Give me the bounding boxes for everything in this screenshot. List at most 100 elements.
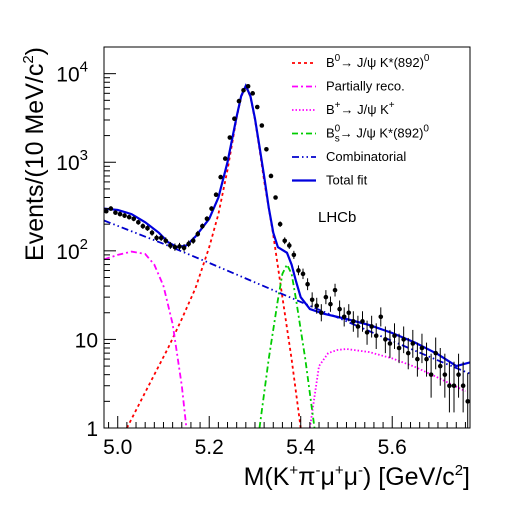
data-marker: [232, 116, 237, 122]
data-marker: [104, 208, 109, 214]
data-marker: [424, 356, 429, 362]
data-point: [117, 211, 123, 217]
data-point: [177, 242, 182, 251]
data-point: [190, 237, 196, 244]
data-marker: [291, 252, 297, 258]
data-point: [314, 297, 320, 314]
data-point: [277, 221, 283, 227]
data-marker: [277, 221, 283, 227]
data-point: [296, 265, 301, 276]
data-point: [181, 244, 187, 252]
data-marker: [286, 243, 292, 248]
data-marker: [172, 244, 178, 250]
data-point: [437, 348, 443, 386]
data-point: [154, 234, 159, 242]
data-marker: [437, 363, 443, 369]
data-point: [186, 240, 191, 248]
data-point: [209, 206, 214, 211]
partially-reco-curve: [104, 250, 188, 428]
legend-label: Total fit: [326, 173, 368, 188]
data-marker: [190, 238, 196, 244]
data-marker: [163, 238, 169, 244]
data-point: [410, 329, 416, 358]
data-point: [218, 174, 223, 180]
data-marker: [113, 210, 118, 215]
data-point: [149, 229, 155, 236]
data-marker: [264, 147, 269, 152]
y-tick-label: 102: [56, 236, 88, 264]
data-marker: [401, 337, 406, 342]
x-tick-label: 5.6: [378, 436, 407, 459]
data-point: [360, 311, 365, 332]
data-point: [442, 353, 448, 398]
data-point: [158, 234, 164, 242]
legend: B0→ J/ψ K*(892)0 Partially reco. B+→ J/ψ K…: [292, 53, 430, 188]
data-point: [113, 210, 118, 215]
data-point: [204, 216, 210, 222]
data-marker: [300, 271, 306, 277]
data-point: [433, 337, 438, 370]
data-point: [451, 361, 457, 413]
data-point: [232, 116, 237, 122]
data-marker: [254, 104, 260, 110]
legend-label: B0→ J/ψ K*(892)0: [326, 53, 430, 70]
legend-entry-b0: B0→ J/ψ K*(892)0: [292, 53, 430, 70]
data-marker: [351, 319, 356, 324]
data-marker: [305, 281, 310, 287]
data-point: [241, 87, 246, 93]
data-point: [259, 123, 265, 128]
bplus-curve: [309, 348, 466, 428]
data-point: [364, 320, 370, 345]
data-marker: [236, 98, 242, 104]
data-point: [282, 237, 288, 245]
data-marker: [355, 324, 361, 329]
data-marker: [149, 230, 155, 236]
x-axis-title: M(K+π-μ+μ-) [GeV/c2]: [244, 462, 470, 491]
data-point: [140, 223, 146, 229]
data-point: [346, 304, 352, 322]
legend-label: B+→ J/ψ K+: [326, 100, 395, 117]
data-point: [456, 353, 461, 398]
data-marker: [250, 91, 255, 96]
data-point: [332, 283, 338, 297]
data-marker: [378, 314, 384, 320]
data-marker: [259, 123, 265, 128]
legend-entry-combinatorial: Combinatorial: [292, 149, 406, 164]
data-point: [264, 147, 269, 152]
data-marker: [405, 350, 411, 356]
data-marker: [341, 314, 347, 320]
data-point: [392, 323, 397, 349]
data-marker: [213, 192, 219, 198]
data-marker: [158, 235, 164, 241]
data-point: [424, 342, 429, 377]
data-marker: [314, 303, 320, 309]
data-point: [405, 337, 411, 370]
data-point: [168, 241, 173, 249]
data-point: [460, 361, 466, 413]
legend-entry-total-fit: Total fit: [292, 173, 368, 188]
x-tick-label: 5.4: [286, 436, 316, 459]
legend-entry-partially-reco: Partially reco.: [292, 79, 405, 94]
data-point: [419, 333, 425, 364]
data-marker: [181, 245, 187, 251]
data-point: [163, 237, 169, 244]
data-point: [337, 300, 342, 318]
data-point: [328, 296, 333, 312]
data-marker: [323, 294, 329, 300]
y-tick-label: 10: [75, 329, 98, 352]
data-marker: [282, 238, 288, 244]
legend-label: Partially reco.: [326, 79, 405, 94]
bs0-curve: [258, 262, 316, 428]
data-marker: [177, 244, 182, 249]
legend-label: B0 s→ J/ψ K*(892)0: [326, 124, 429, 145]
data-point: [122, 213, 127, 218]
data-point: [323, 290, 329, 305]
data-marker: [387, 341, 393, 346]
data-marker: [218, 174, 223, 180]
data-marker: [460, 383, 466, 389]
data-point: [136, 219, 141, 225]
data-point: [145, 225, 150, 231]
data-marker: [108, 206, 114, 211]
data-marker: [145, 225, 150, 231]
